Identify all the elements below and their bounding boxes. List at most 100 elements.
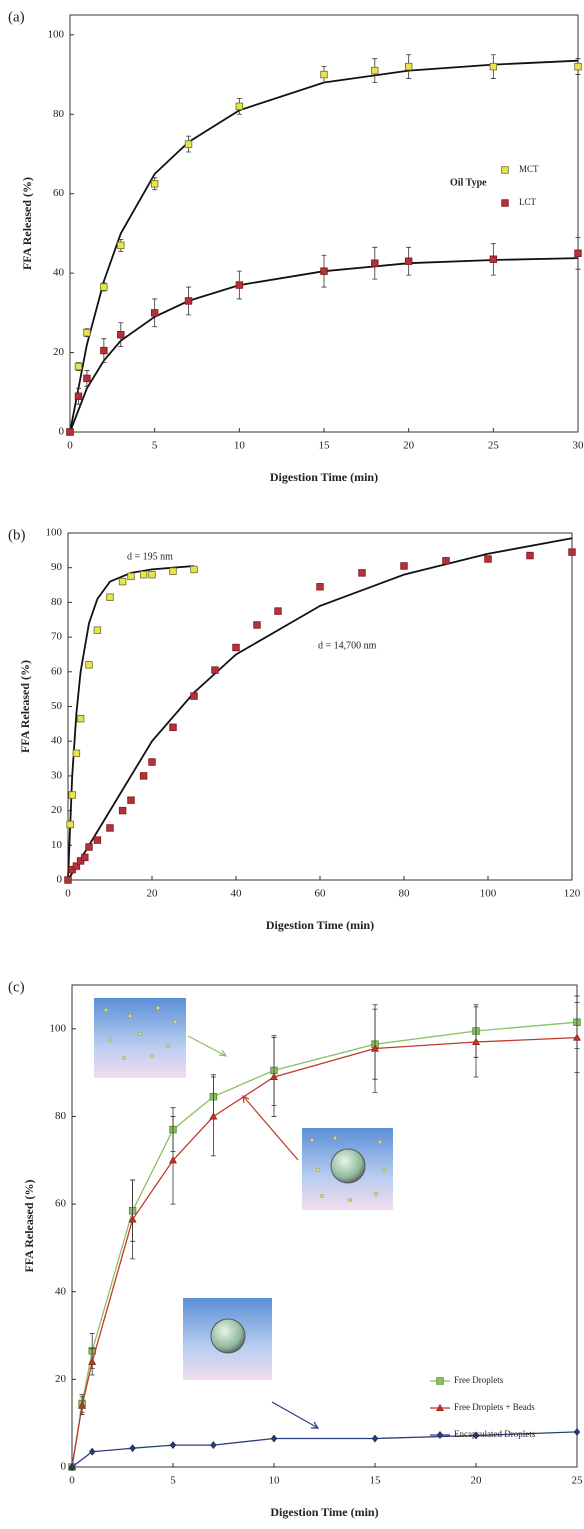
x-tick-label: 30 [573,440,584,452]
y-tick-label: 0 [59,426,65,438]
marker [117,330,125,339]
y-tick-label: 100 [50,1022,67,1034]
panel-label: (b) [8,527,26,543]
marker [127,796,135,804]
marker [526,551,534,560]
marker [184,140,193,148]
legend-label: Free Droplets [454,1375,504,1385]
y-tick-label: 20 [51,804,63,816]
marker [150,309,159,317]
y-tick-label: 100 [46,527,63,539]
marker [150,180,159,188]
marker [169,1156,177,1164]
marker [270,1072,278,1081]
panel-label: (a) [8,9,25,25]
marker [190,692,198,700]
x-tick-label: 15 [319,440,331,452]
x-tick-label: 0 [67,440,73,452]
marker [129,1444,136,1453]
marker [118,577,127,586]
x-tick-label: 10 [234,440,246,452]
marker [83,374,91,383]
marker [270,1434,278,1443]
arrow-head [218,1049,228,1057]
marker [253,621,261,629]
arrow [242,1095,299,1161]
marker [106,593,114,601]
y-tick-label: 40 [55,1285,67,1297]
marker [573,1033,581,1041]
marker [210,1441,217,1450]
marker [68,1463,76,1471]
marker [371,259,379,267]
legend-label: LCT [519,197,537,207]
marker [574,62,582,71]
marker [76,714,85,723]
legend-marker [436,1431,444,1439]
marker [85,843,93,851]
x-tick-label: 20 [147,888,159,900]
legend-label: MCT [519,164,539,174]
marker [400,562,408,570]
marker [235,102,244,111]
marker [573,1428,581,1436]
x-tick-label: 0 [69,1475,75,1487]
marker [190,565,198,574]
y-tick-label: 80 [55,1110,67,1122]
marker [169,567,177,575]
marker [139,772,148,780]
marker [489,255,498,263]
marker [404,257,413,265]
y-tick-label: 0 [57,874,63,886]
x-tick-label: 20 [403,440,415,452]
x-tick-label: 0 [65,888,71,900]
arrow [187,1035,227,1057]
bead [210,1318,246,1354]
fit-curve [69,59,579,433]
series-line [71,1036,578,1468]
marker [74,362,83,371]
y-tick-label: 60 [53,187,65,199]
x-tick-label: 80 [399,888,411,900]
legend-marker [436,1403,444,1412]
marker [472,1431,480,1440]
y-tick-label: 80 [53,108,65,120]
marker [100,283,108,291]
y-tick-label: 10 [51,839,63,851]
x-tick-label: 120 [564,888,581,900]
legend-marker [501,166,509,174]
fit-curve [67,565,195,881]
marker [371,1044,379,1052]
y-tick-label: 90 [51,561,63,573]
marker [100,346,108,355]
y-tick-label: 40 [51,735,63,747]
x-tick-label: 100 [480,888,497,900]
marker [320,70,328,79]
marker [72,862,81,870]
marker [574,249,582,257]
marker [93,626,102,634]
arrow-head [311,1421,320,1429]
marker [139,570,148,579]
marker [148,758,156,766]
x-axis-label: Digestion Time (min) [266,918,374,932]
marker [232,643,240,652]
y-tick-label: 60 [51,665,63,677]
arrow [271,1401,319,1429]
legend-label: Encapsulated Droplets [454,1429,536,1439]
illustrations [94,998,393,1429]
y-tick-label: 40 [53,267,65,279]
marker [442,557,450,565]
y-tick-label: 30 [51,769,63,781]
marker [68,791,76,799]
marker [169,1441,177,1450]
marker [88,1357,97,1365]
y-tick-label: 20 [55,1373,67,1385]
marker [74,392,83,400]
marker [72,749,81,758]
x-tick-label: 5 [152,440,158,452]
x-axis-label: Digestion Time (min) [270,1505,378,1519]
marker [117,241,125,250]
x-tick-label: 60 [315,888,327,900]
